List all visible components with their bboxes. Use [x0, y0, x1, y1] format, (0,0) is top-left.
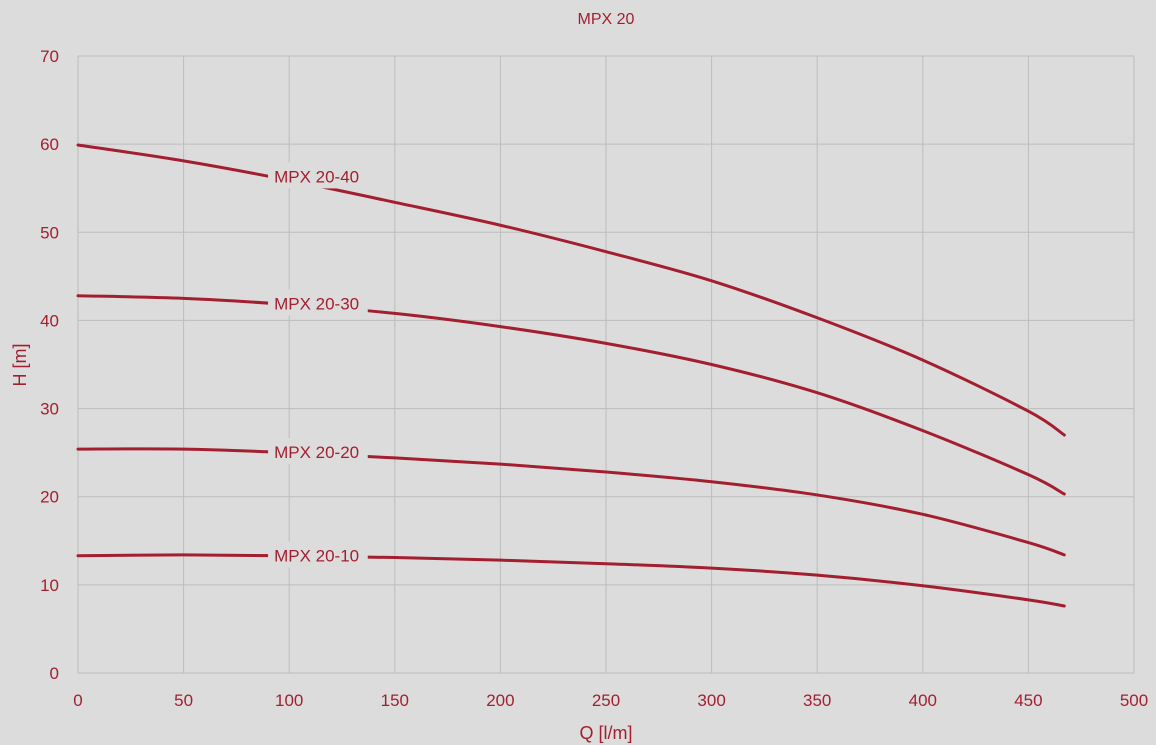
series-labels: MPX 20-40 MPX 20-30 MPX 20-20 MPX 20-10 — [268, 162, 368, 568]
y-axis-label: H [m] — [10, 344, 30, 387]
series-label-background — [268, 162, 368, 189]
x-tick-label: 250 — [592, 691, 620, 710]
x-tick-label: 500 — [1120, 691, 1148, 710]
y-tick-label: 70 — [40, 47, 59, 66]
x-tick-label: 150 — [381, 691, 409, 710]
series-lines — [76, 143, 1066, 608]
x-tick-label: 300 — [697, 691, 725, 710]
y-axis-ticks: 0 10 20 30 40 50 60 70 — [40, 47, 59, 683]
series-label-background — [268, 437, 368, 464]
series-label: MPX 20-30 — [274, 294, 359, 313]
x-tick-label: 0 — [73, 691, 82, 710]
series-label: MPX 20-10 — [274, 547, 359, 566]
x-axis-ticks: 0 50 100 150 200 250 300 350 400 450 500 — [73, 691, 1148, 710]
x-axis-label: Q [l/m] — [580, 723, 633, 743]
series-label: MPX 20-40 — [274, 167, 359, 186]
y-tick-label: 60 — [40, 135, 59, 154]
y-tick-label: 10 — [40, 576, 59, 595]
y-tick-label: 50 — [40, 223, 59, 242]
y-tick-label: 30 — [40, 400, 59, 419]
y-tick-label: 0 — [50, 664, 59, 683]
x-tick-label: 50 — [174, 691, 193, 710]
x-tick-label: 200 — [486, 691, 514, 710]
y-tick-label: 40 — [40, 311, 59, 330]
series-line — [76, 553, 1066, 608]
series-line — [76, 294, 1066, 496]
x-tick-label: 350 — [803, 691, 831, 710]
y-tick-label: 20 — [40, 488, 59, 507]
series-label: MPX 20-20 — [274, 443, 359, 462]
chart-title: MPX 20 — [578, 11, 635, 28]
x-tick-label: 400 — [909, 691, 937, 710]
series-line — [76, 143, 1066, 437]
series-line — [76, 447, 1066, 557]
series-label-background — [268, 289, 368, 316]
series-label-background — [268, 541, 368, 568]
x-tick-label: 450 — [1014, 691, 1042, 710]
grid — [77, 55, 1135, 674]
x-tick-label: 100 — [275, 691, 303, 710]
